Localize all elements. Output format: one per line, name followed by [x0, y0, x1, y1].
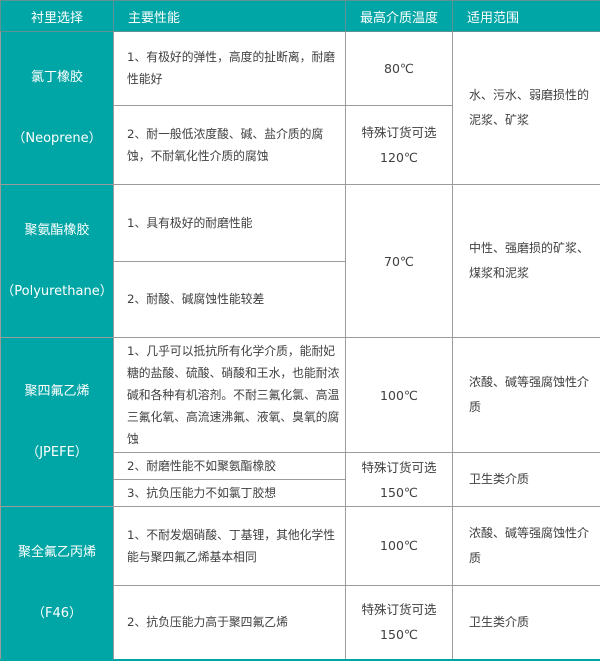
- performance-cell: 3、抗负压能力不如氯丁胶想: [114, 480, 346, 507]
- material-cell-f46: 聚全氟乙丙烯 （F46）: [1, 507, 114, 661]
- temperature-cell: 100℃: [346, 338, 453, 453]
- material-name: 氯丁橡胶: [1, 62, 113, 93]
- table-row: 聚四氟乙烯 （JPEFE） 1、几乎可以抵抗所有化学介质，能耐妃糖的盐酸、硫酸、…: [1, 338, 600, 453]
- scope-cell: 卫生类介质: [453, 453, 600, 507]
- material-cell-neoprene: 氯丁橡胶 （Neoprene）: [1, 32, 114, 185]
- performance-cell: 2、耐一般低浓度酸、碱、盐介质的腐蚀，不耐氧化性介质的腐蚀: [114, 105, 346, 185]
- performance-cell: 2、抗负压能力高于聚四氟乙烯: [114, 585, 346, 660]
- performance-cell: 1、具有极好的耐磨性能: [114, 185, 346, 262]
- scope-cell: 卫生类介质: [453, 585, 600, 660]
- performance-cell: 1、不耐发烟硝酸、丁基锂，其他化学性能与聚四氟乙烯基本相同: [114, 507, 346, 586]
- temperature-cell: 特殊订货可选 150℃: [346, 585, 453, 660]
- material-cell-polyurethane: 聚氨酯橡胶 （Polyurethane）: [1, 185, 114, 338]
- temperature-cell: 100℃: [346, 507, 453, 586]
- table-row: 聚氨酯橡胶 （Polyurethane） 1、具有极好的耐磨性能 70℃ 中性、…: [1, 185, 600, 262]
- performance-cell: 2、耐磨性能不如聚氨酯橡胶: [114, 453, 346, 480]
- material-name-en: （F46）: [1, 598, 113, 629]
- scope-cell: 水、污水、弱磨损性的泥浆、矿浆: [453, 32, 600, 185]
- temperature-cell: 80℃: [346, 32, 453, 106]
- scope-cell: 浓酸、碱等强腐蚀性介质: [453, 507, 600, 586]
- material-name: 聚四氟乙烯: [1, 376, 113, 407]
- material-name: 聚氨酯橡胶: [1, 215, 113, 246]
- material-cell-jpefe: 聚四氟乙烯 （JPEFE）: [1, 338, 114, 507]
- table-row: 聚全氟乙丙烯 （F46） 1、不耐发烟硝酸、丁基锂，其他化学性能与聚四氟乙烯基本…: [1, 507, 600, 586]
- material-name-en: （JPEFE）: [1, 437, 113, 468]
- scope-cell: 浓酸、碱等强腐蚀性介质: [453, 338, 600, 453]
- material-name-en: （Neoprene）: [1, 123, 113, 154]
- material-name-en: （Polyurethane）: [1, 276, 113, 307]
- performance-cell: 1、有极好的弹性，高度的扯断离，耐磨性能好: [114, 32, 346, 106]
- temperature-cell: 特殊订货可选 120℃: [346, 105, 453, 185]
- header-lining-selection: 衬里选择: [1, 1, 114, 32]
- header-applicable-scope: 适用范围: [453, 1, 600, 32]
- header-row: 衬里选择 主要性能 最高介质温度 适用范围: [1, 1, 600, 32]
- performance-cell: 2、耐酸、碱腐蚀性能较差: [114, 261, 346, 338]
- performance-cell: 1、几乎可以抵抗所有化学介质，能耐妃糖的盐酸、硫酸、硝酸和王水，也能耐浓碱和各种…: [114, 338, 346, 453]
- table-row: 氯丁橡胶 （Neoprene） 1、有极好的弹性，高度的扯断离，耐磨性能好 80…: [1, 32, 600, 106]
- temperature-cell: 70℃: [346, 185, 453, 338]
- temperature-cell: 特殊订货可选 150℃: [346, 453, 453, 507]
- header-main-performance: 主要性能: [114, 1, 346, 32]
- material-name: 聚全氟乙丙烯: [1, 537, 113, 568]
- header-max-medium-temperature: 最高介质温度: [346, 1, 453, 32]
- scope-cell: 中性、强磨损的矿浆、煤浆和泥浆: [453, 185, 600, 338]
